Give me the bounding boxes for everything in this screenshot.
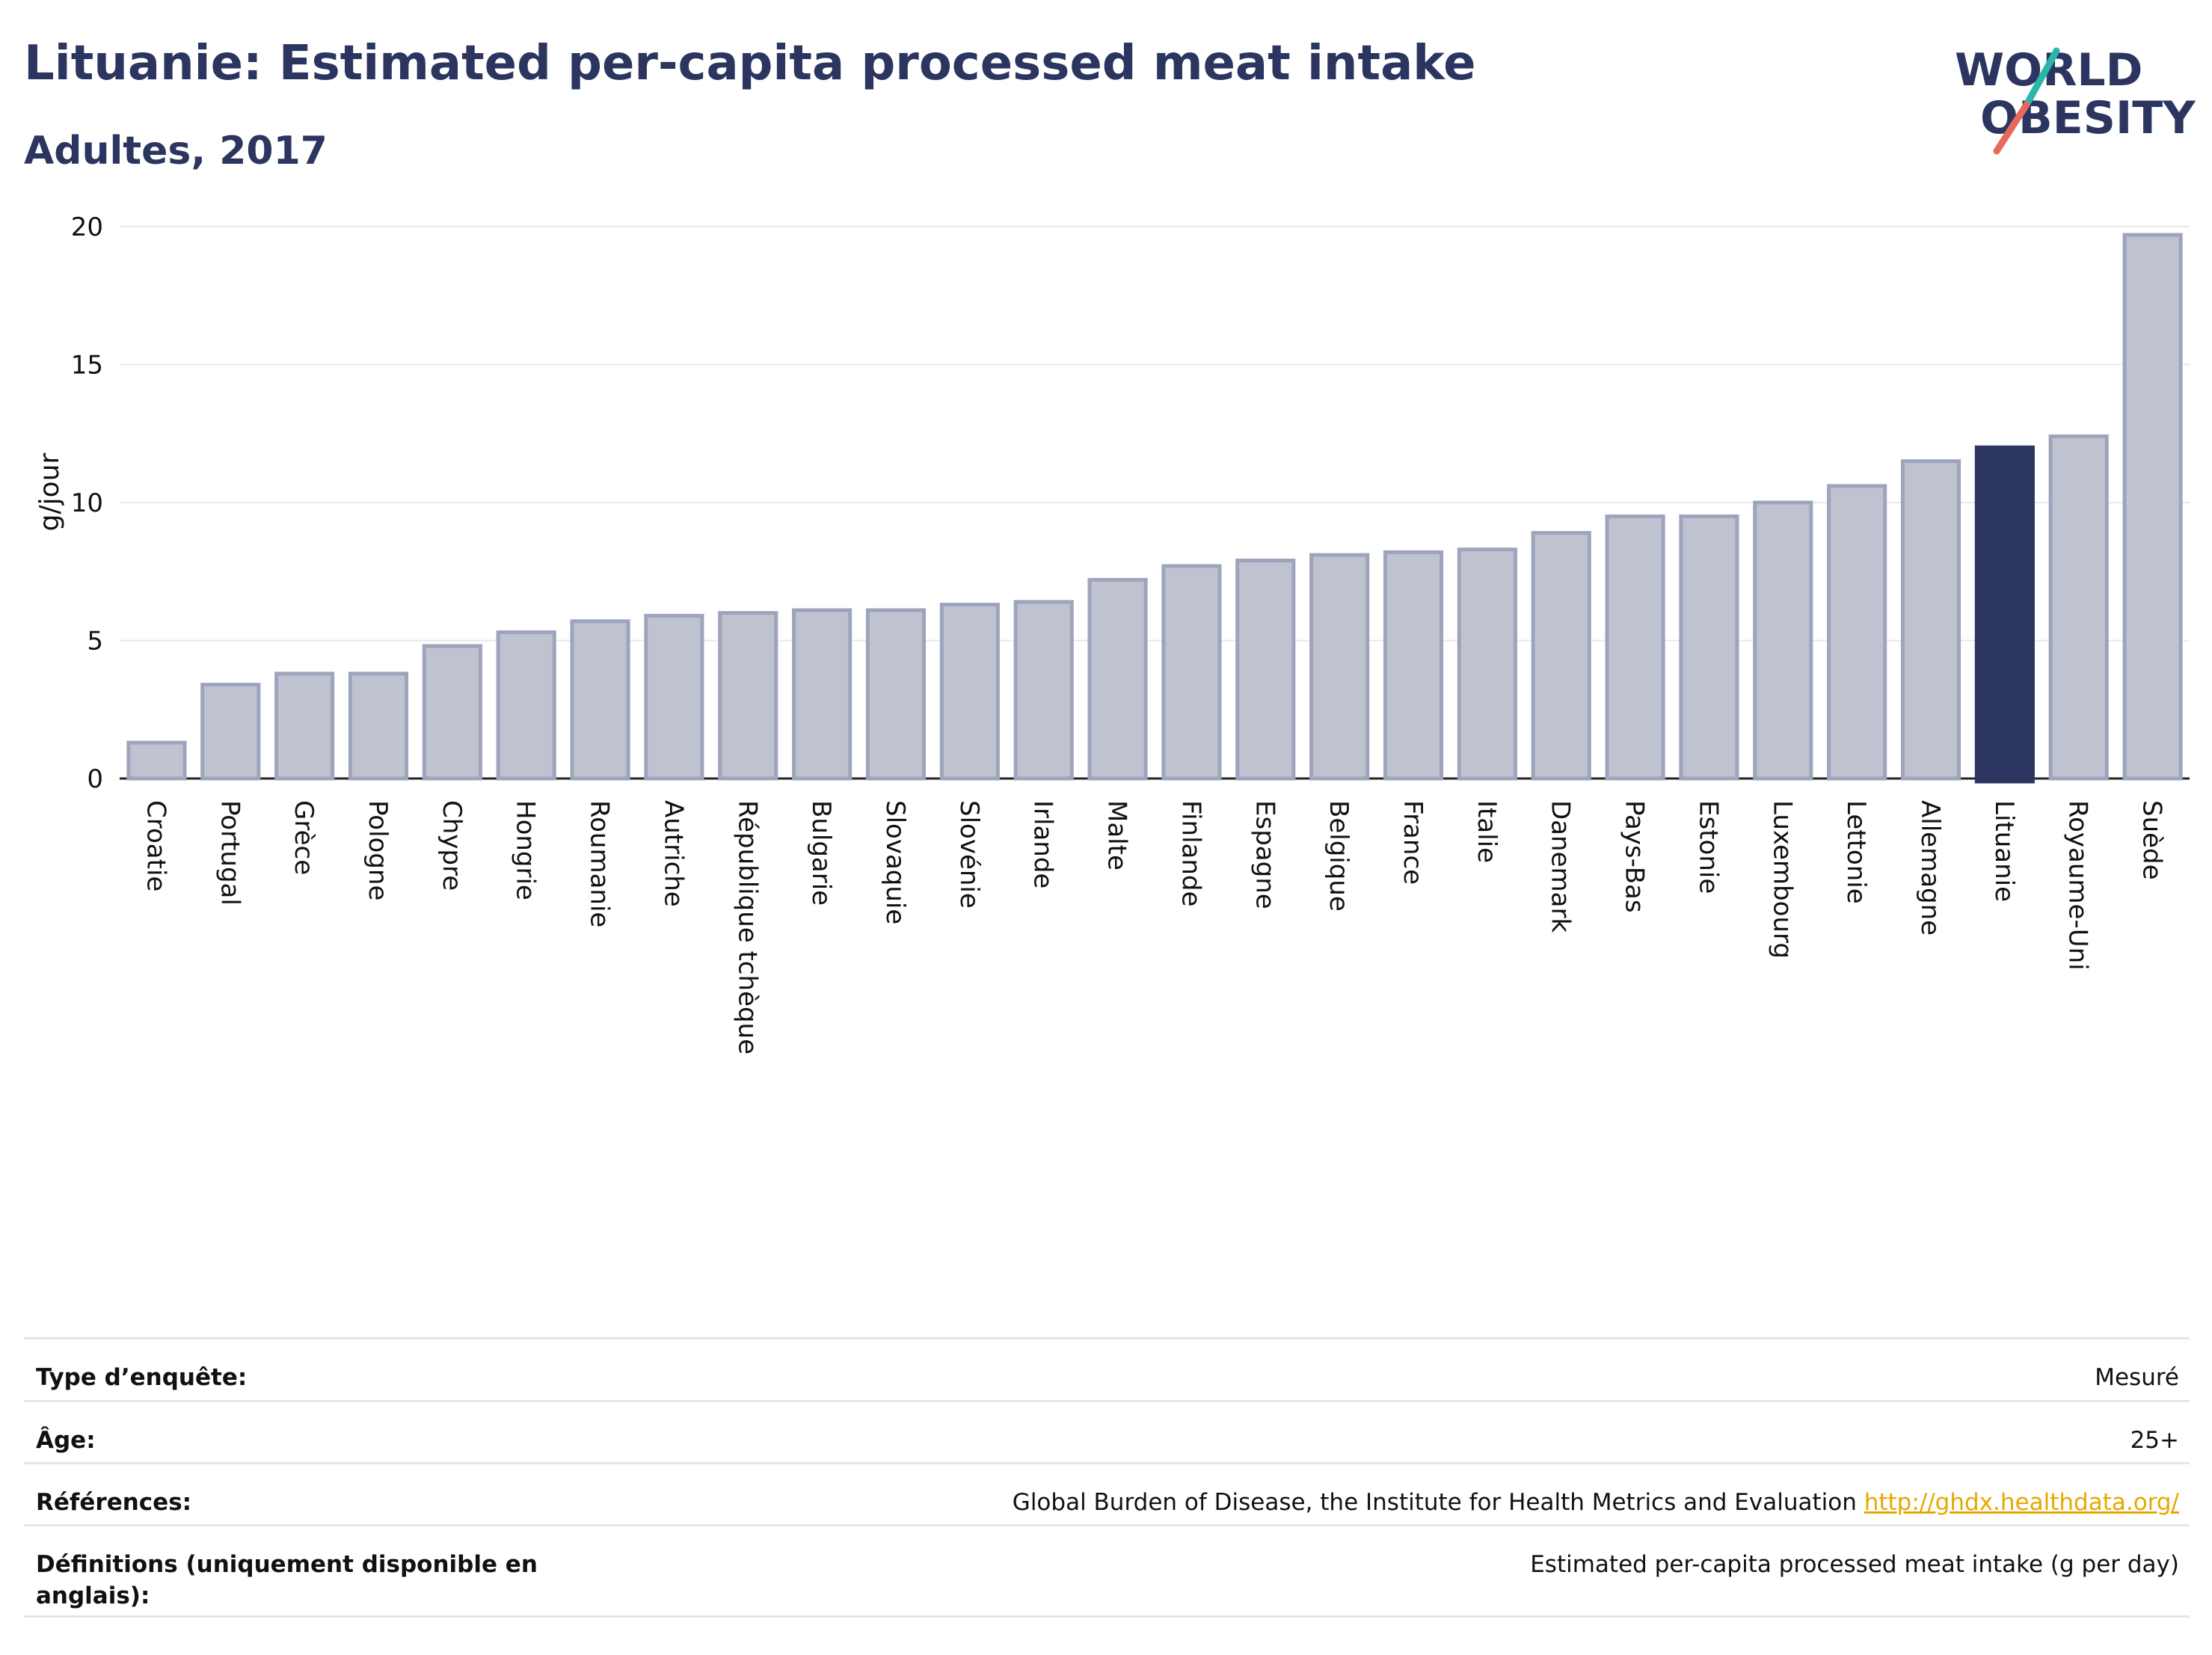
world-obesity-logo: WORLD OBESITY bbox=[1955, 44, 2196, 155]
logo-slash-teal bbox=[2023, 47, 2060, 108]
x-tick-label: Belgique bbox=[1324, 800, 1354, 912]
x-tick-label: Roumanie bbox=[585, 800, 615, 927]
bar-croatie bbox=[126, 740, 187, 781]
x-tick-label: Malte bbox=[1102, 800, 1132, 871]
y-axis-labels: 0 5 10 15 20 bbox=[71, 212, 103, 794]
bar-pays-bas bbox=[1605, 514, 1665, 781]
info-value: 25+ bbox=[2130, 1427, 2179, 1454]
x-tick-label: Lettonie bbox=[1841, 800, 1871, 904]
x-tick-label: Croatie bbox=[141, 800, 170, 891]
info-row-definitions: Définitions (uniquement disponible en an… bbox=[24, 1524, 2190, 1618]
bar-belgique bbox=[1309, 553, 1370, 781]
y-tick-label: 0 bbox=[87, 764, 103, 794]
x-tick-label: Slovénie bbox=[954, 800, 984, 909]
bar-roumanie bbox=[570, 619, 630, 781]
bar-grèce bbox=[274, 672, 335, 781]
y-axis-title: g/jour bbox=[34, 452, 65, 531]
bar-france bbox=[1383, 550, 1444, 781]
bar-slovaquie bbox=[865, 608, 927, 781]
x-tick-label: Autriche bbox=[658, 800, 688, 907]
x-axis-labels: Croatie Portugal Grèce Pologne Chypre Hongrie… bbox=[141, 800, 2166, 1054]
y-tick-label: 5 bbox=[87, 627, 103, 657]
reference-text: Global Burden of Disease, the Institute … bbox=[1012, 1489, 1857, 1516]
x-tick-label: République tchèque bbox=[732, 800, 762, 1054]
info-value: Mesuré bbox=[2095, 1364, 2179, 1391]
info-label: Type d’enquête: bbox=[36, 1364, 248, 1391]
bar-finlande bbox=[1161, 564, 1222, 781]
x-tick-label: Hongrie bbox=[511, 800, 541, 900]
bar-lituanie bbox=[1974, 445, 2035, 784]
x-tick-label: Slovaquie bbox=[880, 800, 910, 924]
bar-lettonie bbox=[1827, 484, 1887, 781]
info-row-age: Âge: 25+ bbox=[24, 1400, 2190, 1462]
x-tick-label: Irlande bbox=[1028, 800, 1058, 888]
x-tick-label: Finlande bbox=[1176, 800, 1205, 906]
x-tick-label: Italie bbox=[1472, 800, 1502, 863]
bar-hongrie bbox=[496, 630, 556, 781]
y-tick-label: 20 bbox=[71, 212, 103, 242]
x-tick-label: Pologne bbox=[363, 800, 393, 900]
x-tick-label: Chypre bbox=[437, 800, 467, 891]
info-row-survey-type: Type d’enquête: Mesuré bbox=[24, 1337, 2190, 1400]
info-table: Type d’enquête: Mesuré Âge: 25+ Référenc… bbox=[24, 1337, 2190, 1618]
bar-allemagne bbox=[1900, 459, 1961, 781]
bar-italie bbox=[1457, 547, 1517, 781]
x-tick-label: Luxembourg bbox=[1767, 800, 1797, 959]
bar-bulgarie bbox=[792, 608, 852, 781]
info-value: Estimated per-capita processed meat inta… bbox=[1530, 1551, 2179, 1578]
x-tick-label: Portugal bbox=[215, 800, 245, 906]
info-label: Âge: bbox=[36, 1427, 96, 1454]
bars-layer bbox=[126, 233, 2183, 784]
reference-link[interactable]: http://ghdx.healthdata.org/ bbox=[1864, 1489, 2179, 1516]
y-tick-label: 10 bbox=[71, 488, 103, 518]
bar-danemark bbox=[1531, 531, 1591, 781]
bar-pologne bbox=[348, 672, 409, 781]
x-tick-label: Bulgarie bbox=[806, 800, 836, 906]
chart-subtitle: Adultes, 2017 bbox=[24, 129, 328, 174]
x-tick-label: Allemagne bbox=[1915, 800, 1945, 936]
info-label: Définitions (uniquement disponible en an… bbox=[36, 1551, 538, 1609]
bar-royaume-uni bbox=[2048, 434, 2109, 781]
bar-espagne bbox=[1235, 558, 1296, 781]
bar-malte bbox=[1087, 577, 1148, 781]
bar-chart: 0 5 10 15 20 Croatie Portugal Grèce Pologne Chyp… bbox=[34, 212, 2190, 1054]
bar-république-tchèque bbox=[718, 611, 778, 781]
bar-chypre bbox=[422, 644, 482, 781]
x-tick-label: Pays-Bas bbox=[1620, 800, 1650, 913]
x-tick-label: Suède bbox=[2137, 800, 2167, 880]
bar-luxembourg bbox=[1753, 500, 1813, 781]
x-tick-label: Estonie bbox=[1693, 800, 1723, 894]
bar-estonie bbox=[1679, 514, 1739, 781]
x-tick-label: France bbox=[1398, 800, 1428, 885]
x-tick-label: Danemark bbox=[1546, 800, 1576, 933]
x-tick-label: Espagne bbox=[1250, 800, 1279, 909]
y-tick-label: 15 bbox=[71, 351, 103, 381]
info-row-references: Références: Global Burden of Disease, th… bbox=[24, 1462, 2190, 1524]
x-tick-label: Royaume-Uni bbox=[2063, 800, 2093, 971]
bar-suède bbox=[2122, 233, 2183, 781]
info-value: Global Burden of Disease, the Institute … bbox=[1013, 1464, 2190, 1518]
x-tick-label: Grèce bbox=[289, 800, 319, 875]
info-label: Références: bbox=[36, 1489, 192, 1516]
bar-autriche bbox=[644, 613, 704, 781]
x-tick-label: Lituanie bbox=[1989, 800, 2019, 902]
bar-irlande bbox=[1013, 600, 1074, 781]
bar-portugal bbox=[200, 683, 261, 781]
bar-slovénie bbox=[939, 603, 1000, 781]
chart-title: Lituanie: Estimated per-capita processed… bbox=[24, 36, 1476, 91]
logo-slash-coral bbox=[1993, 101, 2030, 155]
